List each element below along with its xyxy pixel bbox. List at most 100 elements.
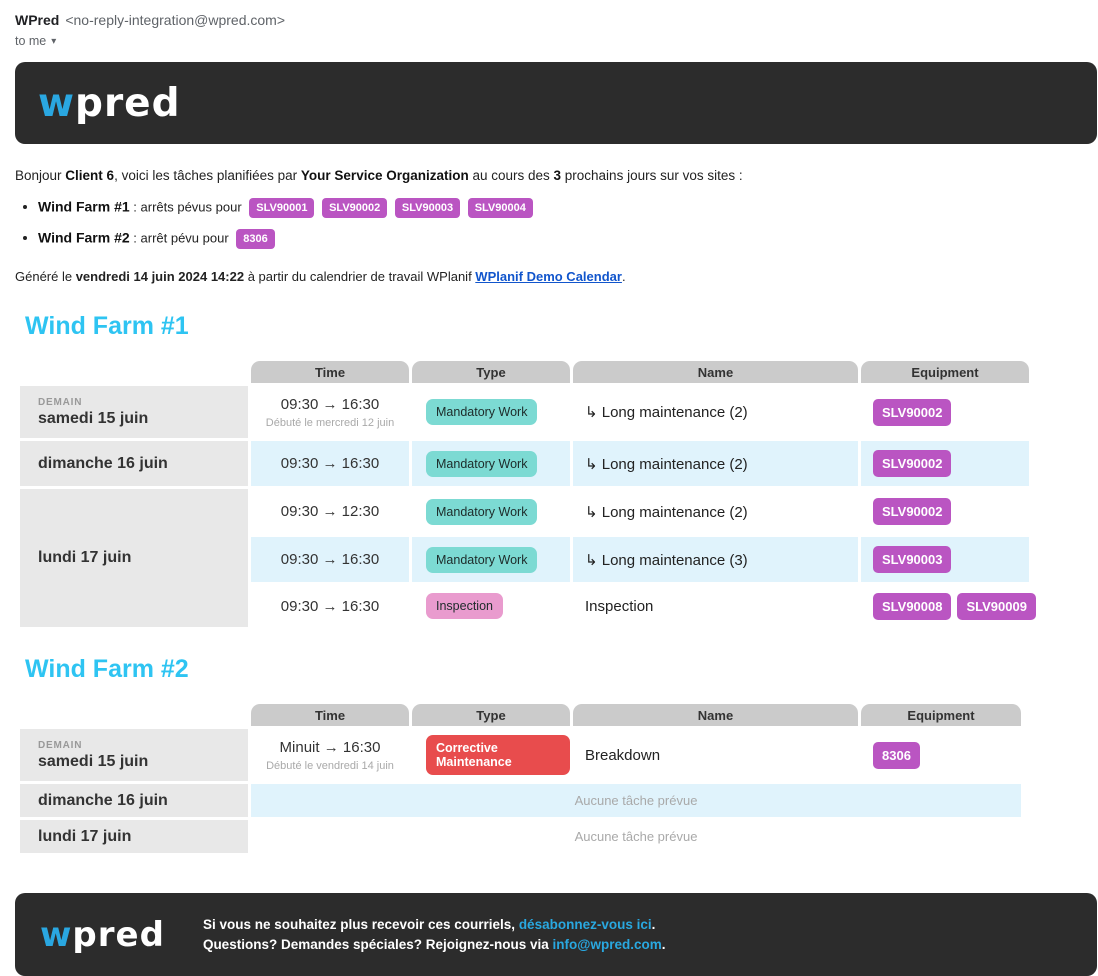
demain-badge: DEMAIN	[38, 396, 83, 408]
time-cell: Minuit → 16:30 Débuté le vendredi 14 jui…	[251, 729, 409, 781]
date-label: lundi 17 juin	[38, 827, 132, 845]
time-range: Minuit → 16:30	[279, 738, 381, 756]
logo-suffix: pred	[75, 80, 181, 126]
time-cell: 09:30 → 12:30	[251, 489, 409, 534]
column-header-equipment: Equipment	[861, 361, 1029, 383]
date-cell: DEMAIN samedi 15 juin	[20, 386, 248, 438]
equipment-cell: SLV90003	[861, 537, 1029, 582]
task-name-cell: ↳ Long maintenance (2)	[573, 489, 858, 534]
wpred-logo: wpred	[38, 84, 181, 123]
date-label: dimanche 16 juin	[38, 454, 168, 472]
equipment-cell: 8306	[861, 729, 1021, 781]
organization-name: Your Service Organization	[300, 168, 469, 183]
time-note: Débuté le vendredi 14 juin	[266, 759, 394, 772]
section-title-wind-farm-1: Wind Farm #1	[25, 312, 189, 340]
date-label: dimanche 16 juin	[38, 791, 168, 809]
equipment-badge: SLV90002	[873, 398, 952, 426]
type-badge: Inspection	[426, 593, 503, 619]
logo-prefix: w	[38, 80, 76, 126]
task-name-cell: Breakdown	[573, 729, 858, 781]
time-cell: 09:30 → 16:30 Débuté le mercredi 12 juin	[251, 386, 409, 438]
generated-line: Généré le vendredi 14 juin 2024 14:22 à …	[15, 269, 1083, 284]
tasks-table-wind-farm-1: Time Type Name Equipment DEMAIN samedi 1…	[20, 361, 1098, 627]
email-meta-header: WPred <no-reply-integration@wpred.com> to…	[0, 0, 1098, 50]
column-header-time: Time	[251, 704, 409, 726]
footer-banner: wpred Si vous ne souhaitez plus recevoir…	[15, 893, 1097, 976]
intro-paragraph: Bonjour Client 6, voici les tâches plani…	[15, 168, 1083, 183]
contact-email-link[interactable]: info@wpred.com	[552, 936, 662, 952]
column-header-type: Type	[412, 361, 570, 383]
demain-badge: DEMAIN	[38, 739, 83, 751]
equipment-cell: SLV90002	[861, 489, 1029, 534]
equipment-badge: SLV90003	[394, 198, 461, 218]
client-name: Client 6	[65, 168, 115, 183]
type-cell: Inspection	[412, 585, 570, 627]
section-title-wind-farm-2: Wind Farm #2	[25, 655, 189, 683]
site-note: : arrêts pévus pour	[129, 199, 242, 215]
task-name-cell: ↳ Long maintenance (3)	[573, 537, 858, 582]
site-name: Wind Farm #2	[38, 229, 130, 246]
recipient-expander[interactable]: to me ▾	[15, 34, 56, 48]
sender-address: <no-reply-integration@wpred.com>	[65, 12, 285, 28]
equipment-badge: SLV90003	[873, 546, 952, 573]
logo-suffix: pred	[72, 914, 165, 955]
generated-text: Généré le	[15, 269, 76, 284]
equipment-cell: SLV90008 SLV90009	[861, 585, 1036, 627]
date-cell: lundi 17 juin	[20, 489, 248, 627]
equipment-badge: SLV90008	[873, 592, 952, 620]
intro-text: Bonjour	[15, 168, 66, 183]
sender-line: WPred <no-reply-integration@wpred.com>	[15, 12, 1098, 28]
contact-line: Questions? Demandes spéciales? Rejoignez…	[203, 935, 666, 955]
column-header-type: Type	[412, 704, 570, 726]
time-range: 09:30 → 12:30	[280, 503, 380, 520]
generated-timestamp: vendredi 14 juin 2024 14:22	[75, 269, 245, 284]
to-label: to me	[15, 34, 47, 48]
column-header-name: Name	[573, 704, 858, 726]
date-label: samedi 15 juin	[38, 752, 149, 770]
type-cell: Mandatory Work	[412, 386, 570, 438]
time-range: 09:30 → 16:30	[280, 395, 380, 413]
brand-banner: wpred	[15, 62, 1097, 144]
task-name-cell: Inspection	[573, 585, 858, 627]
date-label: lundi 17 juin	[38, 549, 132, 566]
site-name: Wind Farm #1	[38, 198, 130, 215]
equipment-badge: SLV90009	[957, 592, 1036, 620]
time-range: 09:30 → 16:30	[280, 455, 380, 472]
equipment-badge: SLV90002	[873, 498, 952, 525]
generated-text: .	[621, 269, 626, 284]
footer-text-segment: .	[661, 936, 666, 952]
list-item-site-1: Wind Farm #1 : arrêts pévus pour SLV9000…	[38, 198, 1098, 218]
logo-prefix: w	[40, 914, 73, 955]
type-badge: Corrective Maintenance	[426, 735, 570, 775]
task-name-cell: ↳ Long maintenance (2)	[573, 386, 858, 438]
calendar-link[interactable]: WPlanif Demo Calendar	[475, 269, 622, 284]
chevron-down-icon: ▾	[51, 35, 57, 47]
no-task-cell: Aucune tâche prévue	[251, 820, 1021, 853]
equipment-badge: 8306	[873, 741, 920, 769]
generated-text: à partir du calendrier de travail WPlani…	[244, 269, 476, 284]
date-cell: lundi 17 juin	[20, 820, 248, 853]
time-cell: 09:30 → 16:30	[251, 585, 409, 627]
date-cell: dimanche 16 juin	[20, 441, 248, 486]
type-badge: Mandatory Work	[426, 546, 538, 573]
footer-text-segment: Si vous ne souhaitez plus recevoir ces c…	[202, 916, 519, 932]
equipment-badge: 8306	[236, 229, 275, 249]
time-range: 09:30 → 16:30	[280, 551, 380, 568]
intro-text: au cours des	[468, 168, 554, 183]
sender-name: WPred	[15, 12, 60, 28]
type-badge: Mandatory Work	[426, 450, 538, 477]
type-cell: Mandatory Work	[412, 441, 570, 486]
tasks-table-wind-farm-2: Time Type Name Equipment DEMAIN samedi 1…	[20, 704, 1098, 853]
no-task-cell: Aucune tâche prévue	[251, 784, 1021, 817]
site-note: : arrêt pévu pour	[129, 230, 229, 246]
column-header-name: Name	[573, 361, 858, 383]
intro-text: , voici les tâches planifiées par	[114, 168, 301, 183]
unsubscribe-line: Si vous ne souhaitez plus recevoir ces c…	[203, 915, 666, 935]
type-badge: Mandatory Work	[426, 399, 538, 425]
footer-text-segment: Questions? Demandes spéciales? Rejoignez…	[202, 936, 553, 952]
unsubscribe-link[interactable]: désabonnez-vous ici	[518, 916, 652, 932]
type-cell: Corrective Maintenance	[412, 729, 570, 781]
equipment-badge: SLV90004	[467, 198, 533, 218]
equipment-badge: SLV90002	[322, 198, 388, 218]
time-cell: 09:30 → 16:30	[251, 537, 409, 582]
